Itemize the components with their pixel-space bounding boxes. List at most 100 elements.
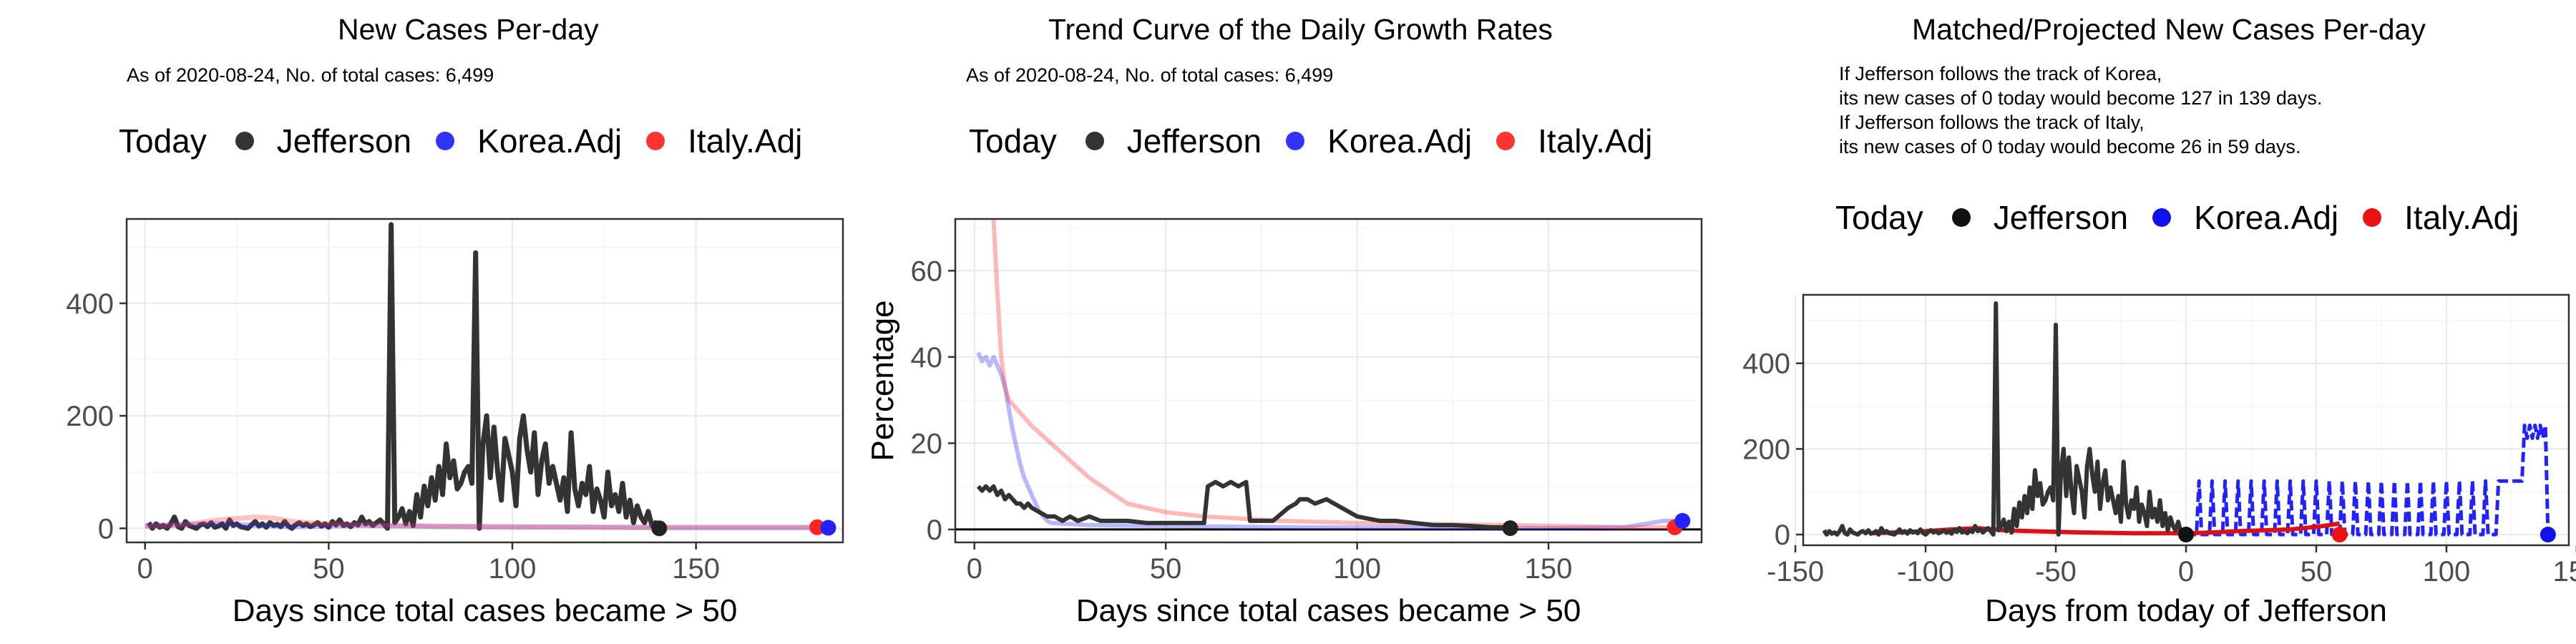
- legend-label: Korea.Adj: [477, 122, 623, 160]
- series-line-italy-adj: [991, 219, 1675, 530]
- chart-plot-projected: -150 -100 -50 0 50 100 150 0 200 400 Days from tod…: [1742, 293, 2576, 628]
- series-line-korea-adj: [145, 521, 825, 531]
- chart-annotation-line: If Jefferson follows the track of Italy,: [1839, 112, 2145, 133]
- chart-annotation-line: If Jefferson follows the track of Korea,: [1839, 63, 2162, 84]
- plot-border: [125, 218, 844, 544]
- series-line-italy-adj: [1873, 521, 2341, 536]
- y-tick-label: 0: [1775, 519, 1790, 551]
- legend-label: Korea.Adj: [2194, 199, 2339, 236]
- legend-item-italy: Italy.Adj: [1496, 122, 1652, 160]
- chart-title: Trend Curve of the Daily Growth Rates: [1048, 13, 1553, 46]
- x-tick-label: 100: [489, 553, 537, 585]
- series-line-italy-adj: [145, 514, 818, 530]
- legend-label: Italy.Adj: [1538, 122, 1653, 160]
- today-point-italy-adj: [2331, 527, 2348, 543]
- chart-panel-projected: Matched/Projected New Cases Per-day If J…: [1717, 0, 2576, 644]
- today-point-jefferson: [651, 520, 668, 537]
- legend-dot-italy: [1496, 132, 1516, 150]
- series-line-jefferson: [976, 479, 1511, 530]
- x-tick-label: 100: [1333, 553, 1381, 585]
- x-tick-label: 0: [967, 553, 982, 585]
- chart-subtitle: As of 2020-08-24, No. of total cases: 6,…: [966, 64, 1334, 86]
- legend-label: Jefferson: [276, 122, 412, 160]
- x-tick-label: 50: [313, 553, 345, 585]
- chart-title: New Cases Per-day: [338, 13, 599, 46]
- y-tick-label: 400: [66, 288, 114, 320]
- plot-area: [1822, 301, 2550, 537]
- legend-item-korea: Korea.Adj: [2152, 198, 2338, 237]
- legend-dot-jefferson: [1951, 208, 1971, 227]
- x-tick-label: 150: [1525, 553, 1573, 585]
- legend-item-jefferson: Jefferson: [1951, 198, 2129, 237]
- x-tick-label: 0: [137, 553, 153, 585]
- chart-annotation-line: its new cases of 0 today would become 26…: [1839, 136, 2301, 157]
- plot-area: [976, 219, 1683, 531]
- legend-dot-korea: [1286, 132, 1305, 150]
- chart-legend: Today Jefferson Korea.Adj Italy.Adj: [1835, 198, 2543, 237]
- legend-item-italy: Italy.Adj: [646, 122, 802, 160]
- y-axis-label: Percentage: [865, 300, 900, 461]
- x-axis-label: Days since total cases became > 50: [1076, 593, 1581, 628]
- series-line-jefferson: [1822, 301, 2188, 537]
- chart-plot-growth-rates: 0 50 100 150 0 20 40 60 Days since total cases b…: [865, 218, 1703, 628]
- x-tick-label: 50: [1150, 553, 1182, 585]
- y-tick-label: 60: [911, 255, 943, 287]
- legend-dot-italy: [2363, 208, 2382, 227]
- chart-annotation-line: its new cases of 0 today would become 12…: [1839, 87, 2323, 109]
- legend-label: Italy.Adj: [688, 122, 803, 160]
- x-tick-label: 150: [672, 553, 720, 585]
- plot-area: [145, 222, 825, 531]
- y-tick-label: 400: [1742, 348, 1790, 380]
- y-tick-label: 0: [98, 513, 114, 545]
- legend-title: Today: [119, 122, 207, 160]
- plot-border: [954, 218, 1703, 544]
- chart-title: Matched/Projected New Cases Per-day: [1912, 13, 2426, 46]
- y-tick-label: 20: [911, 428, 943, 459]
- x-tick-label: -100: [1897, 556, 1954, 587]
- series-line-korea-adj: [976, 351, 1683, 531]
- x-tick-label: -50: [2035, 556, 2077, 587]
- y-tick-label: 0: [927, 514, 942, 546]
- legend-item-jefferson: Jefferson: [1085, 122, 1262, 160]
- legend-item-korea: Korea.Adj: [1286, 122, 1472, 160]
- legend-title: Today: [969, 122, 1057, 160]
- today-point-korea-adj: [820, 519, 836, 536]
- chart-panel-growth-rates: Trend Curve of the Daily Growth Rates As…: [859, 0, 1717, 644]
- grid-lines: [127, 219, 843, 542]
- legend-title: Today: [1835, 199, 1923, 236]
- grid-lines: [955, 219, 1702, 542]
- legend-item-jefferson: Jefferson: [235, 122, 411, 160]
- chart-subtitle: As of 2020-08-24, No. of total cases: 6,…: [127, 64, 494, 86]
- y-tick-label: 200: [1742, 434, 1790, 465]
- today-point-jefferson: [1502, 520, 1518, 537]
- chart-legend: Today Jefferson Korea.Adj Italy.Adj: [969, 122, 1677, 160]
- chart-panel-new-cases: New Cases Per-day As of 2020-08-24, No. …: [0, 0, 859, 644]
- today-point-jefferson: [2178, 527, 2194, 543]
- series-line-jefferson: [146, 222, 662, 531]
- x-axis-label: Days from today of Jefferson: [1985, 593, 2387, 628]
- x-tick-label: 100: [2423, 556, 2471, 587]
- legend-dot-korea: [2152, 208, 2172, 227]
- y-tick-label: 200: [66, 401, 114, 432]
- legend-dot-italy: [646, 132, 665, 150]
- x-tick-label: 0: [2178, 556, 2194, 587]
- legend-label: Italy.Adj: [2404, 199, 2519, 236]
- today-point-korea-adj: [2540, 527, 2556, 543]
- today-point-korea-adj: [1674, 512, 1691, 529]
- x-tick-label: 50: [2301, 556, 2333, 587]
- legend-dot-korea: [436, 132, 455, 150]
- x-tick-label: -150: [1767, 556, 1824, 587]
- legend-dot-jefferson: [1085, 132, 1104, 150]
- legend-item-korea: Korea.Adj: [436, 122, 622, 160]
- legend-label: Jefferson: [1126, 122, 1262, 160]
- series-line-korea-adj-projection: [2186, 424, 2550, 537]
- chart-legend: Today Jefferson Korea.Adj Italy.Adj: [119, 122, 826, 160]
- legend-label: Korea.Adj: [1327, 122, 1473, 160]
- legend-label: Jefferson: [1993, 199, 2129, 236]
- legend-dot-jefferson: [235, 132, 254, 150]
- chart-plot-new-cases: 0 50 100 150 0 200 400 Days since total cases b…: [66, 218, 844, 628]
- y-tick-label: 40: [911, 342, 943, 374]
- legend-item-italy: Italy.Adj: [2363, 198, 2519, 237]
- x-axis-label: Days since total cases became > 50: [233, 593, 738, 628]
- x-tick-label: 150: [2553, 556, 2576, 587]
